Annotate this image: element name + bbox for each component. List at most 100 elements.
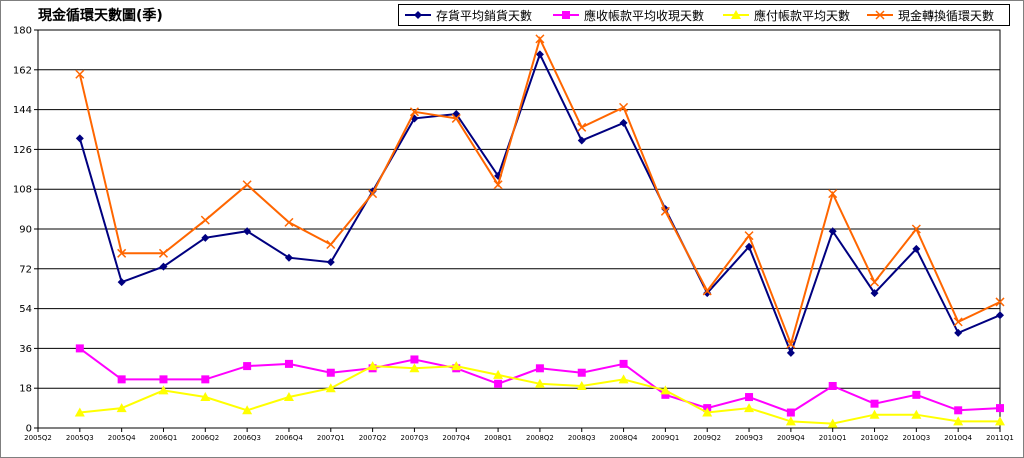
y-tick-label: 36 xyxy=(19,344,32,355)
chart-title: 現金循環天數圖(季) xyxy=(38,8,163,24)
data-point-3 xyxy=(200,215,210,225)
data-point-1 xyxy=(284,359,293,368)
data-point-2 xyxy=(534,378,545,388)
data-point-2 xyxy=(158,385,169,395)
data-point-2 xyxy=(953,416,964,426)
data-point-1 xyxy=(535,364,544,373)
data-point-1 xyxy=(786,408,795,417)
x-tick-label: 2010Q3 xyxy=(902,434,930,442)
x-tick-label: 2009Q3 xyxy=(735,434,763,442)
data-point-2 xyxy=(869,409,880,419)
x-tick-label: 2009Q1 xyxy=(652,434,680,442)
data-point-2 xyxy=(785,416,796,426)
legend-item-payable-days: 應付帳款平均天數 xyxy=(721,5,850,25)
data-point-3 xyxy=(493,180,503,190)
data-point-2 xyxy=(827,418,838,428)
x-tick-label: 2010Q4 xyxy=(944,434,972,442)
data-point-0 xyxy=(284,253,293,262)
y-tick-label: 90 xyxy=(19,225,32,236)
data-point-2 xyxy=(493,369,504,379)
data-point-2 xyxy=(283,392,294,402)
data-point-2 xyxy=(660,385,671,395)
data-point-0 xyxy=(996,311,1004,320)
data-point-3 xyxy=(284,217,294,227)
x-tick-label: 2007Q2 xyxy=(359,434,387,442)
data-point-2 xyxy=(995,416,1005,426)
data-point-3 xyxy=(368,189,378,199)
data-point-0 xyxy=(912,244,921,253)
data-point-1 xyxy=(117,375,126,384)
data-point-2 xyxy=(702,407,713,417)
x-tick-label: 2005Q3 xyxy=(66,434,94,442)
legend-item-inventory-days: 存貨平均銷貨天數 xyxy=(403,5,532,25)
x-tick-label: 2006Q3 xyxy=(233,434,261,442)
data-point-1 xyxy=(243,362,252,371)
x-tick-label: 2005Q2 xyxy=(24,434,52,442)
data-point-0 xyxy=(745,242,754,251)
data-point-3 xyxy=(953,317,963,327)
data-point-0 xyxy=(201,233,210,242)
data-point-2 xyxy=(618,374,629,384)
x-tick-label: 2006Q4 xyxy=(275,434,303,442)
data-point-0 xyxy=(535,50,544,59)
legend-swatch-cash-cycle-days xyxy=(867,10,893,20)
legend-label-receivable-days: 應收帳款平均收現天數 xyxy=(584,8,705,23)
data-point-1 xyxy=(201,375,210,384)
legend-item-cash-cycle-days: 現金轉換循環天數 xyxy=(865,5,994,25)
data-point-2 xyxy=(325,383,336,393)
data-point-2 xyxy=(116,403,127,413)
x-tick-label: 2008Q2 xyxy=(526,434,554,442)
x-tick-label: 2009Q4 xyxy=(777,434,805,442)
x-tick-label: 2007Q1 xyxy=(317,434,345,442)
data-point-0 xyxy=(954,328,963,337)
x-tick-label: 2011Q1 xyxy=(986,434,1014,442)
data-point-3 xyxy=(451,113,461,123)
legend-swatch-payable-days xyxy=(723,10,749,19)
data-point-0 xyxy=(577,136,586,145)
data-point-3 xyxy=(786,339,796,349)
legend-label-inventory-days: 存貨平均銷貨天數 xyxy=(436,8,533,23)
x-tick-label: 2006Q1 xyxy=(150,434,178,442)
data-point-2 xyxy=(367,361,378,371)
data-point-3 xyxy=(995,297,1005,307)
data-point-2 xyxy=(200,392,211,402)
legend-label-cash-cycle-days: 現金轉換循環天數 xyxy=(898,8,995,23)
data-point-1 xyxy=(661,390,670,399)
y-tick-label: 108 xyxy=(13,185,32,196)
y-tick-label: 126 xyxy=(13,145,32,156)
data-point-2 xyxy=(451,361,462,371)
data-point-2 xyxy=(74,407,85,417)
data-point-2 xyxy=(242,405,253,415)
data-point-3 xyxy=(326,239,336,250)
data-point-3 xyxy=(869,277,880,287)
data-point-1 xyxy=(745,393,754,402)
y-tick-label: 0 xyxy=(26,424,32,435)
data-point-3 xyxy=(242,180,252,190)
data-point-3 xyxy=(158,248,169,258)
data-point-0 xyxy=(870,289,879,298)
x-tick-label: 2009Q2 xyxy=(693,434,721,442)
x-tick-label: 2010Q1 xyxy=(819,434,847,442)
data-point-1 xyxy=(494,379,503,388)
data-point-1 xyxy=(828,381,837,390)
data-point-1 xyxy=(912,390,921,399)
x-tick-label: 2005Q4 xyxy=(108,434,136,442)
data-point-1 xyxy=(996,404,1004,413)
y-tick-label: 144 xyxy=(13,105,32,116)
data-point-3 xyxy=(744,231,754,241)
legend-swatch-receivable-days xyxy=(553,11,579,19)
data-point-0 xyxy=(243,227,252,236)
data-point-1 xyxy=(619,359,628,368)
y-tick-label: 18 xyxy=(19,384,32,395)
data-point-1 xyxy=(954,406,963,415)
data-point-0 xyxy=(703,289,712,298)
y-tick-label: 180 xyxy=(13,26,32,37)
legend-label-payable-days: 應付帳款平均天數 xyxy=(754,8,851,23)
data-point-1 xyxy=(75,344,84,353)
data-point-2 xyxy=(911,409,922,419)
data-point-1 xyxy=(410,355,419,364)
data-point-3 xyxy=(535,34,545,44)
data-point-0 xyxy=(828,227,837,236)
data-point-3 xyxy=(619,102,629,112)
